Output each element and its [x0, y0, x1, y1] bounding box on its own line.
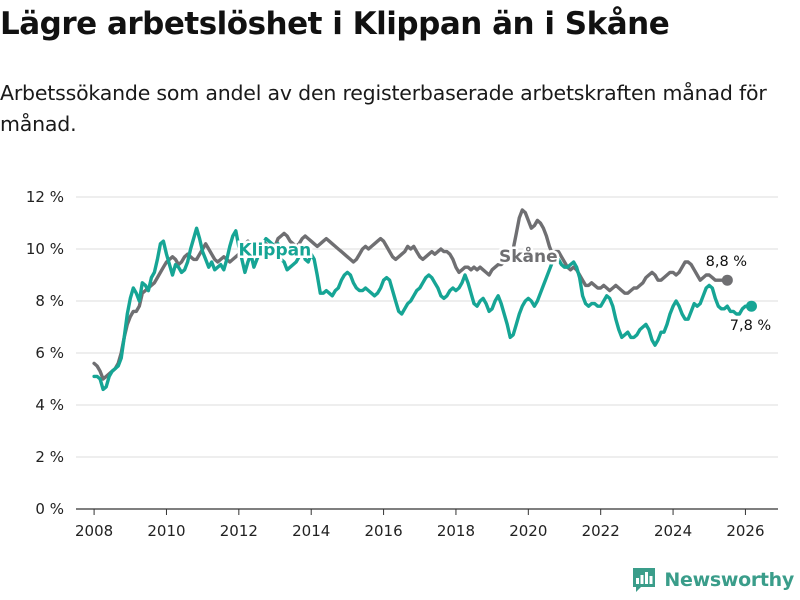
- end-point-klippan: [745, 300, 757, 312]
- x-tick-label: 2024: [654, 522, 692, 540]
- x-tick-label: 2022: [582, 522, 620, 540]
- chart-title: Lägre arbetslöshet i Klippan än i Skåne: [0, 6, 670, 42]
- end-value-label: 8,8 %: [706, 254, 747, 270]
- x-tick-label: 2016: [364, 522, 402, 540]
- x-tick-label: 2012: [220, 522, 258, 540]
- y-axis-ticks: 0 % 2 % 4 % 6 % 8 % 10 % 12 %: [26, 188, 64, 518]
- x-tick-label: 2014: [292, 522, 330, 540]
- bar-chart-logo-icon: [633, 568, 656, 592]
- x-tick-label: 2020: [509, 522, 547, 540]
- end-point-skane: [721, 274, 733, 286]
- y-tick-label: 4 %: [35, 396, 64, 414]
- x-axis-ticks: 2008 2010 2012 2014 2016 2018 2020 2022 2024 2026: [75, 509, 765, 540]
- series-label-klippan: Klippan: [238, 241, 311, 261]
- series-line-skane: [92, 208, 729, 381]
- chart-subtitle: Arbetssökande som andel av den registerb…: [0, 81, 767, 136]
- series-label-skane: Skåne: [499, 245, 558, 267]
- y-tick-label: 12 %: [26, 188, 64, 206]
- x-tick-label: 2008: [75, 522, 113, 540]
- y-tick-label: 0 %: [35, 500, 64, 518]
- x-tick-label: 2026: [726, 522, 764, 540]
- series-line-klippan: [92, 226, 754, 392]
- newsworthy-brand: Newsworthy: [632, 567, 794, 593]
- series-labels: Skåne 8,8 % Klippan 7,8 %: [236, 238, 773, 336]
- brand-name: Newsworthy: [664, 569, 794, 591]
- y-tick-label: 8 %: [35, 292, 64, 310]
- y-tick-label: 2 %: [35, 448, 64, 466]
- end-value-label: 7,8 %: [730, 318, 771, 334]
- y-tick-label: 10 %: [26, 240, 64, 258]
- series-lines: [92, 208, 757, 392]
- gridlines: [76, 196, 778, 510]
- x-tick-label: 2018: [437, 522, 475, 540]
- y-tick-label: 6 %: [35, 344, 64, 362]
- x-tick-label: 2010: [147, 522, 185, 540]
